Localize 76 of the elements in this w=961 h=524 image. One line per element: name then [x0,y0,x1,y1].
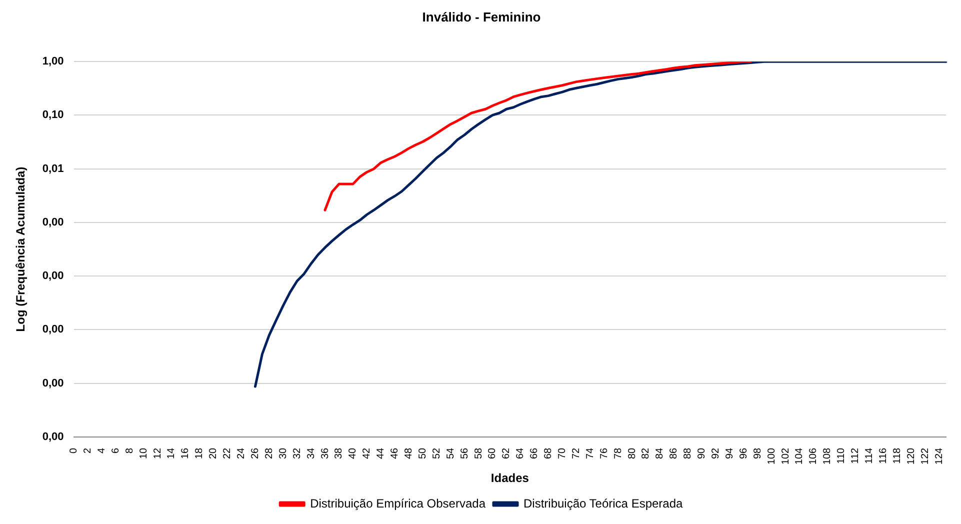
x-tick-label: 46 [390,447,401,460]
x-tick-label: 22 [222,447,234,460]
x-tick-label: 78 [612,447,624,460]
chart-title: Inválido - Feminino [422,9,541,24]
x-tick-label: 8 [124,447,136,454]
x-tick-label: 82 [640,447,652,460]
x-tick-label: 108 [822,447,834,465]
x-tick-label: 102 [780,447,792,465]
x-tick-label: 20 [208,447,220,460]
x-tick-label: 14 [166,447,178,460]
x-tick-label: 100 [766,447,778,465]
x-tick-label: 42 [362,447,373,460]
x-tick-label: 116 [878,447,889,464]
x-tick-label: 4 [96,447,108,454]
y-tick-label: 0,00 [42,270,64,282]
x-tick-label: 90 [696,447,708,460]
x-tick-label: 104 [794,447,806,465]
x-tick-label: 26 [250,447,261,460]
x-tick-label: 74 [584,447,596,460]
x-tick-label: 16 [180,447,192,460]
x-tick-label: 88 [682,447,694,460]
x-tick-label: 70 [556,447,568,460]
x-tick-label: 48 [403,447,414,460]
x-tick-label: 60 [487,447,498,460]
x-tick-label: 34 [306,447,317,460]
x-tick-label: 64 [515,447,526,460]
y-tick-label: 0,00 [42,216,64,228]
y-tick-label: 1,00 [42,56,64,68]
x-tick-label: 80 [626,447,638,460]
x-tick-label: 72 [570,447,582,460]
x-tick-label: 124 [934,447,945,465]
x-tick-label: 10 [138,447,150,460]
x-tick-label: 68 [543,447,554,460]
x-tick-label: 24 [236,447,248,460]
x-tick-label: 114 [864,447,875,464]
x-tick-label: 62 [501,447,512,460]
y-axis-title: Log (Frequência Acumulada) [14,166,28,332]
y-tick-label: 0,00 [42,430,64,443]
x-tick-label: 30 [278,447,289,460]
x-tick-label: 38 [334,447,345,460]
x-tick-label: 66 [529,447,540,460]
x-tick-label: 76 [598,447,610,460]
x-tick-label: 94 [724,447,736,460]
x-tick-label: 110 [836,447,848,464]
x-tick-label: 12 [152,447,164,460]
legend-label: Distribuição Empírica Observada [310,496,486,510]
x-tick-label: 52 [431,447,442,460]
legend-label: Distribuição Teórica Esperada [523,496,684,510]
x-tick-label: 96 [738,447,750,460]
x-tick-label: 106 [808,447,820,465]
x-tick-label: 18 [194,447,206,460]
x-axis-title: Idades [490,471,530,486]
x-tick-label: 120 [906,447,917,465]
x-tick-label: 32 [292,447,303,460]
x-tick-label: 122 [920,447,931,465]
x-tick-label: 2 [82,447,94,454]
y-tick-label: 0,01 [42,162,64,175]
x-tick-label: 40 [348,447,359,460]
y-tick-label: 0,00 [42,324,64,336]
x-tick-label: 36 [320,447,331,460]
x-tick-label: 44 [376,447,387,460]
x-tick-label: 58 [473,447,484,460]
x-tick-label: 50 [417,447,428,460]
x-tick-label: 6 [110,447,122,454]
x-tick-label: 92 [710,447,722,460]
y-tick-label: 0,10 [42,109,64,122]
x-tick-label: 54 [445,447,456,460]
x-tick-label: 0 [68,447,80,454]
x-tick-label: 56 [459,447,470,460]
x-tick-label: 118 [892,447,903,464]
x-tick-label: 86 [668,447,680,460]
x-tick-label: 98 [752,447,764,460]
y-tick-label: 0,00 [42,377,64,390]
x-tick-label: 28 [264,447,275,460]
x-tick-label: 112 [850,447,862,464]
x-tick-label: 84 [654,447,666,460]
